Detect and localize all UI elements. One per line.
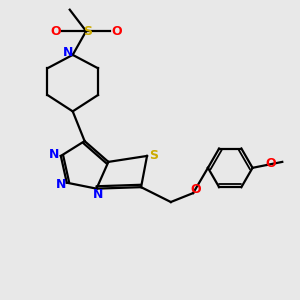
Text: N: N — [63, 46, 74, 59]
Text: S: S — [149, 149, 158, 162]
Text: N: N — [93, 188, 103, 201]
Text: O: O — [50, 25, 61, 38]
Text: N: N — [49, 148, 59, 161]
Text: O: O — [191, 183, 201, 196]
Text: N: N — [56, 178, 66, 191]
Text: O: O — [266, 157, 276, 170]
Text: S: S — [83, 25, 92, 38]
Text: O: O — [111, 25, 122, 38]
